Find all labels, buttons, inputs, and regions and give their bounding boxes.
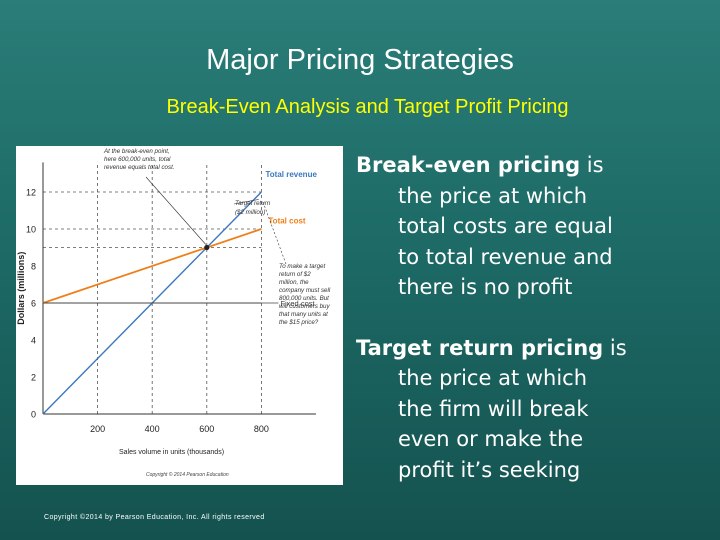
bullet-line: profit it’s seeking [398, 457, 581, 482]
bullet-line: the price at which [398, 183, 588, 208]
annotation-pointer [262, 201, 287, 265]
series-line-total-cost [42, 228, 262, 304]
annotation-target-question: the $15 price? [279, 319, 319, 326]
series-label: Fixed cost [280, 299, 315, 308]
x-tick-label: 600 [199, 424, 214, 434]
x-axis-label: Sales volume in units (thousands) [119, 449, 224, 456]
chart-svg: 0 2 4 6 8 10 12 200 400 600 800 Sales volume in uni… [16, 148, 331, 478]
break-even-chart: 0 2 4 6 8 10 12 200 400 600 800 Sales volume in uni… [16, 146, 343, 485]
annotation-target-question: will customers buy [279, 303, 330, 310]
annotation-break-even: here 600,000 units, total [104, 156, 171, 163]
bullet-line: to total revenue and [398, 244, 613, 269]
y-tick-label: 6 [31, 299, 36, 309]
annotation-pointer [233, 199, 259, 205]
series-label: Total revenue [265, 170, 317, 179]
annotation-target-question: million, the [279, 279, 309, 286]
annotation-break-even: At the break-even point, [103, 148, 170, 155]
bullet-line: even or make the [398, 427, 584, 451]
y-tick-label: 2 [31, 373, 36, 383]
y-axis-label: Dollars (millions) [16, 252, 26, 325]
y-tick-label: 12 [26, 188, 36, 198]
bullet-line: total costs are equal [398, 214, 613, 238]
bullet-tail: is [603, 335, 627, 360]
bullet-term: Break-even pricing [356, 153, 581, 177]
bullet-line: the firm will break [398, 396, 589, 421]
break-even-point [204, 244, 210, 251]
bullet-tail: is [580, 153, 604, 177]
bullet-list: Break-even pricing is the price at which… [356, 150, 706, 515]
series-label: Total cost [268, 216, 306, 225]
annotation-target-question: return of $2 [279, 271, 311, 278]
x-tick-label: 800 [254, 424, 269, 434]
bullet-line: there is no profit [398, 275, 573, 299]
slide-subtitle: Break-Even Analysis and Target Profit Pr… [166, 96, 569, 118]
slide-title: Major Pricing Strategies [206, 44, 514, 76]
y-tick-label: 8 [31, 262, 36, 272]
annotation-target-question: company must sell [279, 287, 331, 294]
bullet-target-return: Target return pricing is the price at wh… [356, 333, 706, 486]
annotation-pointer [145, 176, 207, 245]
bullet-line: the price at which [398, 366, 588, 390]
chart-source: Copyright © 2014 Pearson Education [146, 471, 229, 478]
annotation-target-question: To make a target [279, 263, 325, 270]
annotation-break-even: revenue equals total cost. [104, 164, 175, 171]
annotation-target-return: Target return [235, 200, 271, 207]
x-tick-label: 400 [145, 424, 160, 434]
annotation-target-question: 800,000 units. But [279, 295, 329, 302]
y-tick-label: 10 [26, 225, 36, 235]
x-tick-label: 200 [90, 424, 105, 434]
bullet-term: Target return pricing [356, 335, 604, 360]
y-tick-label: 4 [31, 336, 36, 346]
copyright-notice: Copyright ©2014 by Pearson Education, In… [44, 514, 265, 521]
annotation-target-return: ($2 million) [235, 209, 265, 216]
annotation-target-question: that many units at [279, 311, 328, 318]
bullet-break-even: Break-even pricing is the price at which… [356, 150, 706, 303]
y-tick-label: 0 [31, 410, 36, 420]
